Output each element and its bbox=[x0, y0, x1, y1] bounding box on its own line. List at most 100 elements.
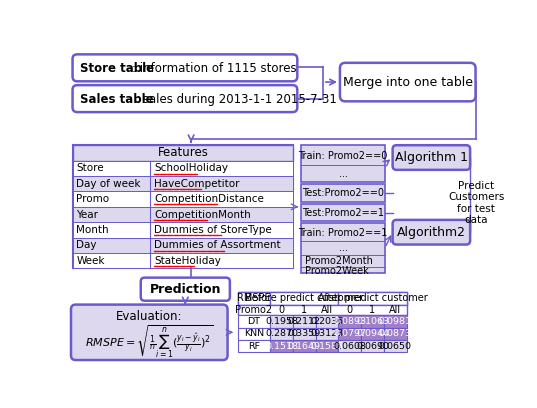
Bar bbox=[384, 315, 407, 328]
Text: 0.0873: 0.0873 bbox=[379, 329, 412, 338]
Text: Test:Promo2==0: Test:Promo2==0 bbox=[302, 188, 384, 198]
Text: 0.3123: 0.3123 bbox=[310, 329, 344, 338]
Text: Month: Month bbox=[76, 225, 109, 235]
Text: Test:Promo2==1: Test:Promo2==1 bbox=[302, 208, 384, 217]
Bar bbox=[72, 145, 293, 268]
Bar bbox=[72, 237, 293, 253]
Text: RMSPE: RMSPE bbox=[237, 293, 271, 303]
Bar bbox=[72, 207, 293, 222]
Bar bbox=[293, 340, 316, 353]
Text: After predict customer: After predict customer bbox=[317, 293, 427, 303]
Text: Day: Day bbox=[76, 240, 97, 251]
Text: 0.0893: 0.0893 bbox=[333, 317, 366, 326]
Text: Promo2Week: Promo2Week bbox=[305, 266, 369, 276]
Bar bbox=[301, 223, 385, 273]
Bar bbox=[384, 328, 407, 340]
Text: Algorithm2: Algorithm2 bbox=[397, 226, 466, 239]
Bar bbox=[238, 291, 270, 305]
Bar bbox=[301, 145, 385, 182]
Bar bbox=[72, 176, 293, 191]
Text: Year: Year bbox=[76, 210, 98, 220]
FancyBboxPatch shape bbox=[340, 63, 476, 101]
Bar bbox=[238, 291, 407, 305]
Text: Merge into one table: Merge into one table bbox=[343, 75, 473, 89]
Text: CompetitionMonth: CompetitionMonth bbox=[154, 210, 251, 220]
Text: 0.0690: 0.0690 bbox=[356, 341, 389, 351]
Text: 0: 0 bbox=[347, 305, 353, 315]
Bar bbox=[293, 315, 316, 328]
Text: 0.1063: 0.1063 bbox=[356, 317, 389, 326]
Bar bbox=[301, 184, 385, 202]
Text: 0.1649: 0.1649 bbox=[288, 341, 321, 351]
Text: Sales table: Sales table bbox=[79, 93, 153, 106]
Text: $RMSPE = \sqrt{\frac{1}{n}\sum_{i=1}^{n}(\frac{y_i-\hat{y}_i}{y_i})^2}$: $RMSPE = \sqrt{\frac{1}{n}\sum_{i=1}^{n}… bbox=[85, 323, 213, 360]
Text: 0.2036: 0.2036 bbox=[310, 317, 344, 326]
Text: Train: Promo2==0: Train: Promo2==0 bbox=[299, 151, 388, 161]
Text: Algorithm 1: Algorithm 1 bbox=[395, 151, 468, 164]
Bar bbox=[238, 305, 407, 315]
Text: Promo2Month: Promo2Month bbox=[305, 257, 373, 266]
Bar bbox=[361, 340, 384, 353]
FancyBboxPatch shape bbox=[71, 305, 228, 360]
Bar bbox=[293, 328, 316, 340]
Text: 0.0981: 0.0981 bbox=[379, 317, 412, 326]
Bar bbox=[301, 204, 385, 222]
Text: 0.0797: 0.0797 bbox=[333, 329, 366, 338]
Text: 0.2112: 0.2112 bbox=[288, 317, 321, 326]
Bar bbox=[361, 328, 384, 340]
Bar bbox=[338, 291, 407, 305]
Text: Day of week: Day of week bbox=[76, 179, 141, 189]
Text: StateHoliday: StateHoliday bbox=[154, 256, 221, 266]
Bar bbox=[338, 340, 361, 353]
Text: 1: 1 bbox=[301, 305, 307, 315]
Text: CompetitionDistance: CompetitionDistance bbox=[154, 194, 264, 204]
Text: Store table: Store table bbox=[79, 62, 154, 75]
Text: All: All bbox=[389, 305, 401, 315]
Text: Dummies of StoreType: Dummies of StoreType bbox=[154, 225, 272, 235]
Text: 0.3359: 0.3359 bbox=[288, 329, 321, 338]
Bar bbox=[384, 340, 407, 353]
Text: DT: DT bbox=[248, 317, 260, 326]
Text: HaveCompetitor: HaveCompetitor bbox=[154, 179, 240, 189]
Text: Dummies of Assortment: Dummies of Assortment bbox=[154, 240, 280, 251]
Text: Features: Features bbox=[157, 146, 208, 160]
Bar bbox=[361, 315, 384, 328]
Text: All: All bbox=[321, 305, 333, 315]
Text: SchoolHoliday: SchoolHoliday bbox=[154, 163, 228, 173]
Text: KNN: KNN bbox=[244, 329, 264, 338]
Text: 0.1958: 0.1958 bbox=[265, 317, 298, 326]
Bar bbox=[72, 145, 293, 161]
Bar bbox=[72, 161, 293, 176]
Bar bbox=[238, 315, 270, 328]
Bar bbox=[238, 328, 270, 340]
Text: Store: Store bbox=[76, 163, 104, 173]
Text: 0.1585: 0.1585 bbox=[310, 341, 344, 351]
Bar bbox=[316, 328, 338, 340]
Bar bbox=[270, 315, 293, 328]
Text: Week: Week bbox=[76, 256, 105, 266]
Text: Promo: Promo bbox=[76, 194, 110, 204]
FancyBboxPatch shape bbox=[72, 54, 297, 81]
Text: 1: 1 bbox=[369, 305, 375, 315]
Text: Before predict customer: Before predict customer bbox=[245, 293, 364, 303]
Text: ...: ... bbox=[338, 169, 347, 179]
FancyBboxPatch shape bbox=[393, 145, 470, 170]
Bar bbox=[338, 328, 361, 340]
Text: : sales during 2013-1-1 2015-7-31: : sales during 2013-1-1 2015-7-31 bbox=[135, 93, 337, 106]
Bar bbox=[270, 328, 293, 340]
Text: 0: 0 bbox=[279, 305, 285, 315]
Text: Predict
Customers
for test
data: Predict Customers for test data bbox=[448, 181, 505, 225]
Bar bbox=[316, 340, 338, 353]
Text: RF: RF bbox=[248, 341, 260, 351]
Text: 0.0608: 0.0608 bbox=[333, 341, 366, 351]
FancyBboxPatch shape bbox=[141, 278, 230, 301]
Text: Promo2: Promo2 bbox=[235, 305, 272, 315]
Text: 0.0650: 0.0650 bbox=[379, 341, 412, 351]
Bar bbox=[270, 291, 338, 305]
Text: Evaluation:: Evaluation: bbox=[116, 310, 183, 324]
Bar bbox=[316, 315, 338, 328]
FancyBboxPatch shape bbox=[393, 220, 470, 244]
Bar bbox=[72, 222, 293, 237]
Text: ...: ... bbox=[338, 243, 347, 253]
Bar bbox=[72, 191, 293, 207]
